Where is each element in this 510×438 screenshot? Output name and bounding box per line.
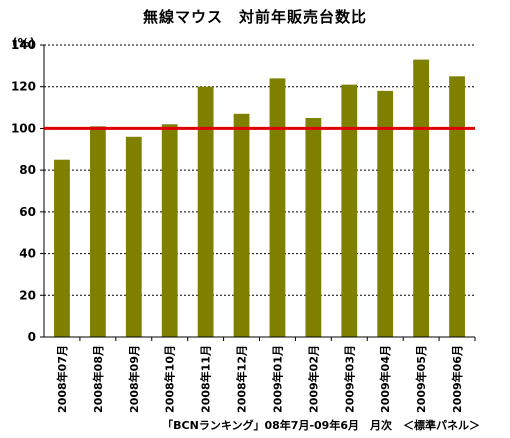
y-tick-label: 0 bbox=[28, 330, 36, 344]
x-tick-label: 2008年11月 bbox=[199, 345, 213, 413]
bar bbox=[197, 86, 214, 337]
y-tick-label: 120 bbox=[11, 80, 36, 94]
y-tick-label: 60 bbox=[19, 205, 36, 219]
x-tick-label: 2008年10月 bbox=[163, 345, 177, 413]
y-tick-label: 20 bbox=[19, 288, 36, 302]
y-tick-label: 40 bbox=[19, 247, 36, 261]
x-tick-label: 2009年05月 bbox=[414, 345, 428, 413]
y-tick-label: 80 bbox=[19, 163, 36, 177]
bar bbox=[413, 59, 430, 337]
x-tick-label: 2009年02月 bbox=[306, 345, 320, 413]
y-tick-label: 100 bbox=[11, 121, 36, 135]
bar bbox=[89, 126, 106, 337]
y-tick-label: 140 bbox=[11, 38, 36, 52]
bar bbox=[125, 136, 142, 337]
x-tick-label: 2009年01月 bbox=[270, 345, 284, 413]
chart-title: 無線マウス 対前年販売台数比 bbox=[142, 8, 367, 26]
bar bbox=[269, 78, 286, 337]
x-tick-label: 2009年06月 bbox=[450, 345, 464, 413]
x-tick-label: 2008年09月 bbox=[127, 345, 141, 413]
bar bbox=[341, 84, 358, 337]
y-axis-unit: (%) bbox=[12, 36, 35, 50]
bar bbox=[377, 90, 394, 337]
bar bbox=[233, 113, 250, 337]
x-tick-label: 2008年08月 bbox=[91, 345, 105, 413]
x-tick-label: 2009年03月 bbox=[342, 345, 356, 413]
source-note: 「BCNランキング」08年7月-09年6月 月次 ＜標準パネル＞ bbox=[162, 419, 480, 432]
bar bbox=[305, 118, 322, 337]
bar bbox=[161, 124, 178, 337]
x-tick-label: 2008年12月 bbox=[235, 345, 249, 413]
x-tick-label: 2008年07月 bbox=[55, 345, 69, 413]
x-tick-label: 2009年04月 bbox=[378, 345, 392, 413]
bar bbox=[449, 76, 465, 338]
bar bbox=[54, 159, 70, 337]
